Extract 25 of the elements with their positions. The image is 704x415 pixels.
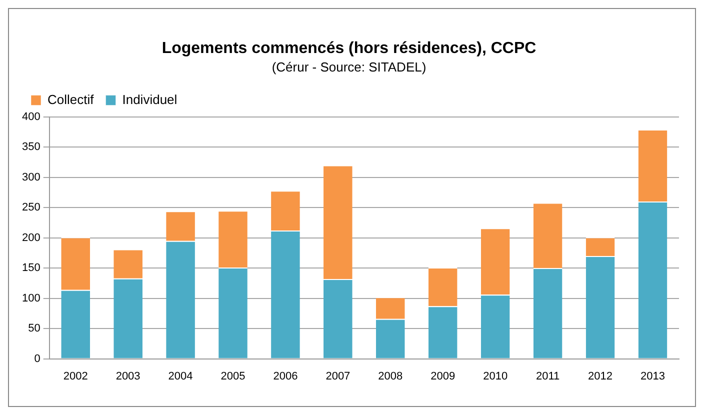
x-tick-label: 2013	[640, 370, 666, 382]
y-tick-label: 350	[22, 141, 40, 154]
x-tick-label: 2010	[483, 370, 508, 382]
x-tick-label: 2009	[430, 370, 456, 382]
x-tick-label: 2003	[116, 370, 140, 382]
legend-label: Individuel	[122, 92, 178, 107]
y-tick-label: 150	[22, 262, 40, 274]
legend-label: Collectif	[48, 92, 94, 107]
y-tick-label: 50	[28, 322, 40, 335]
chart-subtitle: (Cérur - Source: SITADEL)	[272, 60, 426, 75]
chart-title: Logements commencés (hors résidences), CCPC	[162, 40, 537, 58]
x-tick-label: 2002	[63, 370, 88, 382]
y-tick-label: 100	[22, 292, 40, 304]
y-tick-label: 250	[22, 202, 40, 214]
y-tick-label: 0	[34, 352, 40, 365]
y-tick-label: 300	[22, 171, 40, 184]
x-tick-label: 2007	[326, 370, 350, 382]
x-tick-label: 2011	[536, 370, 560, 382]
x-tick-label: 2012	[588, 370, 613, 382]
x-tick-label: 2004	[168, 370, 193, 382]
y-tick-label: 400	[22, 110, 40, 123]
x-tick-label: 2005	[220, 370, 246, 382]
y-tick-label: 200	[22, 232, 40, 244]
x-tick-label: 2008	[378, 370, 403, 382]
x-tick-label: 2006	[273, 370, 298, 382]
